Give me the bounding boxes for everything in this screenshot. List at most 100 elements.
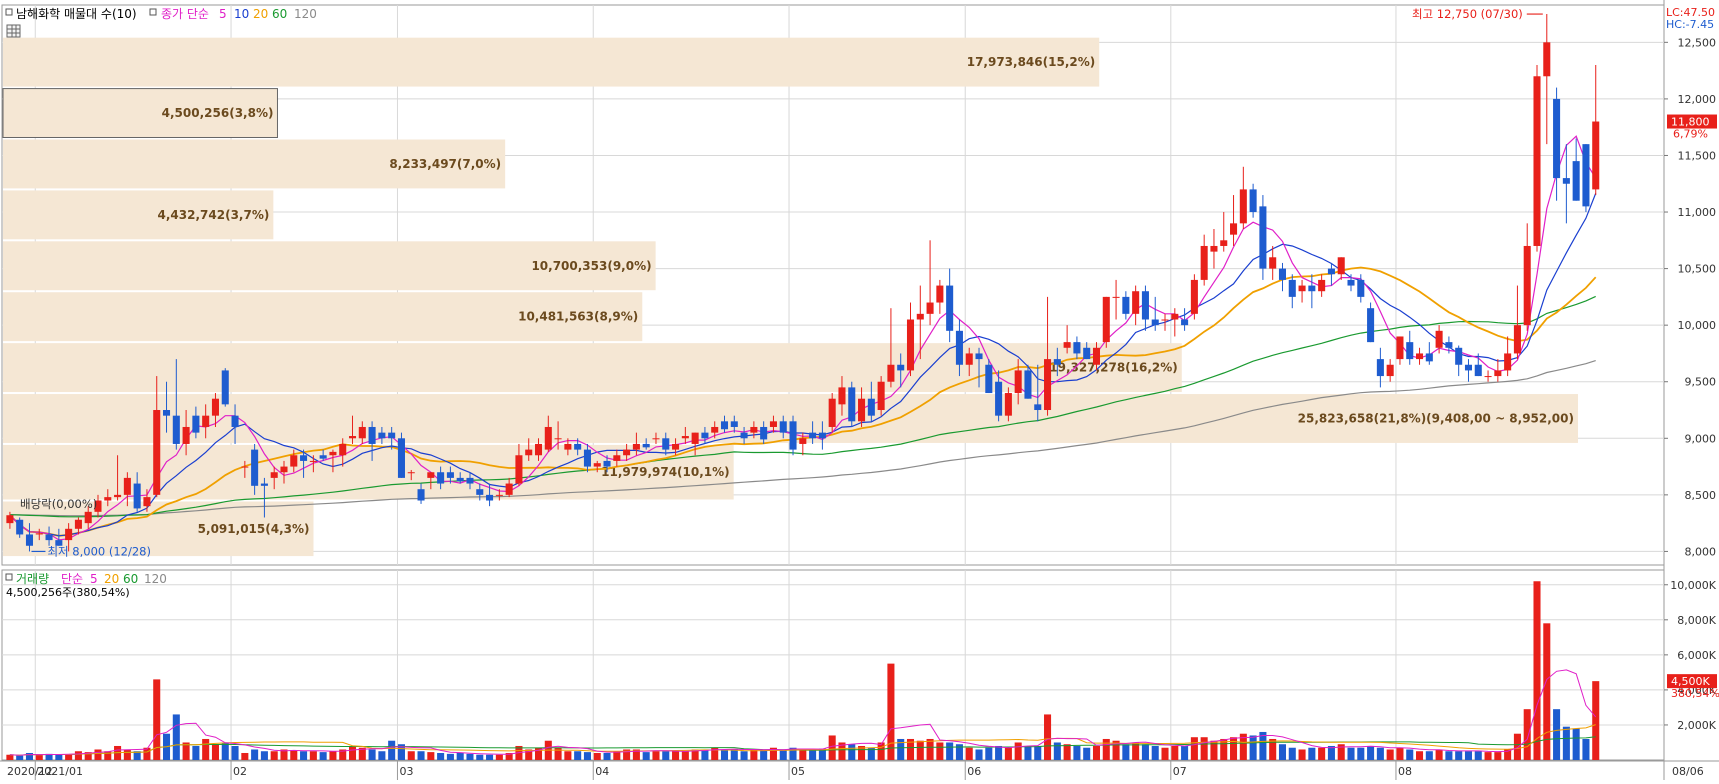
candle-body[interactable] (985, 364, 993, 394)
candle-body[interactable] (16, 519, 24, 535)
candle-body[interactable] (848, 387, 856, 422)
volume-bar[interactable] (358, 747, 366, 760)
volume-bar[interactable] (241, 752, 249, 760)
volume-bar[interactable] (1367, 745, 1375, 760)
volume-bar[interactable] (123, 749, 131, 760)
candle-body[interactable] (995, 381, 1003, 416)
volume-bar[interactable] (681, 751, 689, 760)
candle-body[interactable] (1024, 370, 1032, 399)
candle-body[interactable] (1112, 296, 1120, 298)
candle-body[interactable] (270, 472, 278, 478)
candle-body[interactable] (936, 285, 944, 303)
candle-body[interactable] (672, 443, 680, 450)
volume-bar[interactable] (1044, 714, 1052, 760)
volume-bar[interactable] (407, 751, 415, 760)
volume-bar[interactable] (1474, 751, 1482, 760)
volume-bar[interactable] (172, 714, 180, 760)
volume-bar[interactable] (1337, 744, 1345, 760)
volume-bar[interactable] (750, 749, 758, 760)
candle-body[interactable] (1122, 296, 1130, 314)
candle-body[interactable] (681, 436, 689, 439)
volume-bar[interactable] (55, 754, 63, 760)
candle-body[interactable] (221, 370, 229, 405)
candle-body[interactable] (65, 528, 73, 541)
volume-bar[interactable] (1132, 742, 1140, 760)
volume-bar[interactable] (593, 752, 601, 760)
volume-bar[interactable] (848, 744, 856, 760)
candle-body[interactable] (1151, 319, 1159, 326)
candle-body[interactable] (642, 443, 650, 448)
volume-bar[interactable] (838, 742, 846, 760)
volume-bar[interactable] (1278, 744, 1287, 760)
candle-body[interactable] (437, 472, 445, 484)
candle-body[interactable] (1053, 359, 1061, 365)
volume-bar[interactable] (251, 749, 259, 760)
candle-body[interactable] (867, 398, 875, 416)
volume-bar[interactable] (290, 750, 298, 760)
volume-bar[interactable] (867, 747, 875, 760)
candle-body[interactable] (280, 466, 288, 473)
volume-bar[interactable] (995, 745, 1003, 760)
candle-body[interactable] (965, 353, 973, 365)
candle-body[interactable] (858, 398, 866, 422)
candle-body[interactable] (564, 443, 572, 450)
candle-body[interactable] (515, 455, 523, 484)
volume-bar[interactable] (897, 738, 905, 760)
volume-bar[interactable] (1513, 733, 1521, 760)
volume-bar[interactable] (280, 749, 288, 760)
volume-bar[interactable] (1083, 747, 1091, 760)
volume-bar[interactable] (740, 751, 748, 760)
candle-body[interactable] (133, 483, 141, 509)
candle-body[interactable] (799, 438, 807, 444)
candle-body[interactable] (1239, 189, 1247, 224)
candle-body[interactable] (35, 533, 43, 535)
volume-bar[interactable] (1582, 738, 1590, 760)
volume-bar[interactable] (1455, 751, 1463, 760)
candle-body[interactable] (505, 483, 513, 495)
volume-bar[interactable] (486, 754, 494, 760)
candle-body[interactable] (1562, 178, 1570, 184)
candle-body[interactable] (446, 472, 454, 478)
volume-bar[interactable] (35, 755, 43, 760)
volume-bar[interactable] (906, 738, 915, 760)
candle-body[interactable] (1092, 347, 1101, 365)
candle-body[interactable] (730, 421, 738, 427)
candle-body[interactable] (574, 443, 582, 450)
volume-bar[interactable] (65, 754, 73, 760)
ma-toggle-icon[interactable] (149, 8, 157, 16)
candle-body[interactable] (1269, 257, 1277, 269)
volume-bar[interactable] (1053, 742, 1061, 760)
volume-bar[interactable] (1112, 740, 1120, 760)
volume-bar[interactable] (319, 752, 327, 760)
volume-bar[interactable] (1504, 749, 1512, 760)
volume-bar[interactable] (1464, 751, 1473, 760)
volume-bar[interactable] (1533, 581, 1541, 760)
candle-body[interactable] (1572, 161, 1580, 201)
candle-body[interactable] (1445, 342, 1453, 348)
candle-body[interactable] (182, 426, 190, 444)
volume-bar[interactable] (975, 749, 983, 760)
volume-bar[interactable] (1122, 744, 1130, 760)
volume-bar[interactable] (887, 663, 895, 760)
volume-bar[interactable] (6, 754, 14, 760)
candle-body[interactable] (1513, 325, 1521, 354)
candle-body[interactable] (231, 415, 239, 427)
candle-body[interactable] (760, 426, 768, 440)
candle-body[interactable] (397, 438, 405, 478)
volume-bar[interactable] (1190, 737, 1198, 760)
candle-body[interactable] (260, 483, 268, 486)
candle-body[interactable] (6, 515, 14, 524)
candle-body[interactable] (544, 426, 552, 450)
candle-body[interactable] (1425, 353, 1433, 362)
volume-bar[interactable] (94, 749, 102, 760)
volume-bar[interactable] (1102, 738, 1110, 760)
candle-body[interactable] (153, 410, 161, 495)
candle-body[interactable] (1327, 268, 1335, 275)
candle-body[interactable] (1132, 291, 1140, 314)
candle-body[interactable] (1278, 268, 1287, 280)
candle-body[interactable] (84, 511, 92, 524)
candle-body[interactable] (975, 353, 983, 360)
volume-bar[interactable] (613, 751, 621, 760)
volume-bar[interactable] (711, 747, 719, 760)
candle-body[interactable] (329, 451, 337, 456)
